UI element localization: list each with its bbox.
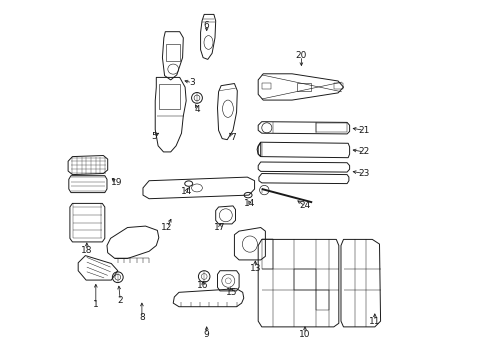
Text: 16: 16 xyxy=(197,281,208,289)
Text: 21: 21 xyxy=(358,126,369,135)
Text: 2: 2 xyxy=(117,296,123,305)
Text: 23: 23 xyxy=(358,169,369,178)
Text: 20: 20 xyxy=(295,51,306,60)
Bar xyxy=(261,83,270,89)
Text: 13: 13 xyxy=(249,264,261,273)
Text: 14: 14 xyxy=(180,187,191,196)
Text: 9: 9 xyxy=(203,330,209,338)
Text: 24: 24 xyxy=(299,202,310,210)
Text: 5: 5 xyxy=(151,132,156,140)
Text: 14: 14 xyxy=(244,199,255,208)
Text: 1: 1 xyxy=(93,300,99,309)
Bar xyxy=(166,44,180,61)
Text: 15: 15 xyxy=(225,288,237,297)
Text: 3: 3 xyxy=(189,78,195,87)
Bar xyxy=(315,290,328,310)
Text: 8: 8 xyxy=(139,313,144,322)
Text: 22: 22 xyxy=(358,148,369,156)
Bar xyxy=(261,239,272,269)
Text: 11: 11 xyxy=(368,317,380,325)
Text: 7: 7 xyxy=(230,133,235,142)
Bar xyxy=(296,83,310,91)
Bar xyxy=(316,123,346,132)
Text: 19: 19 xyxy=(111,178,122,187)
Text: 4: 4 xyxy=(195,105,200,114)
Text: 10: 10 xyxy=(299,330,310,338)
Bar xyxy=(294,269,315,290)
Text: 6: 6 xyxy=(203,21,209,30)
Bar xyxy=(333,83,342,89)
Text: 18: 18 xyxy=(81,246,92,255)
Bar xyxy=(159,84,180,109)
Text: 17: 17 xyxy=(214,223,225,232)
Text: 12: 12 xyxy=(161,223,172,232)
